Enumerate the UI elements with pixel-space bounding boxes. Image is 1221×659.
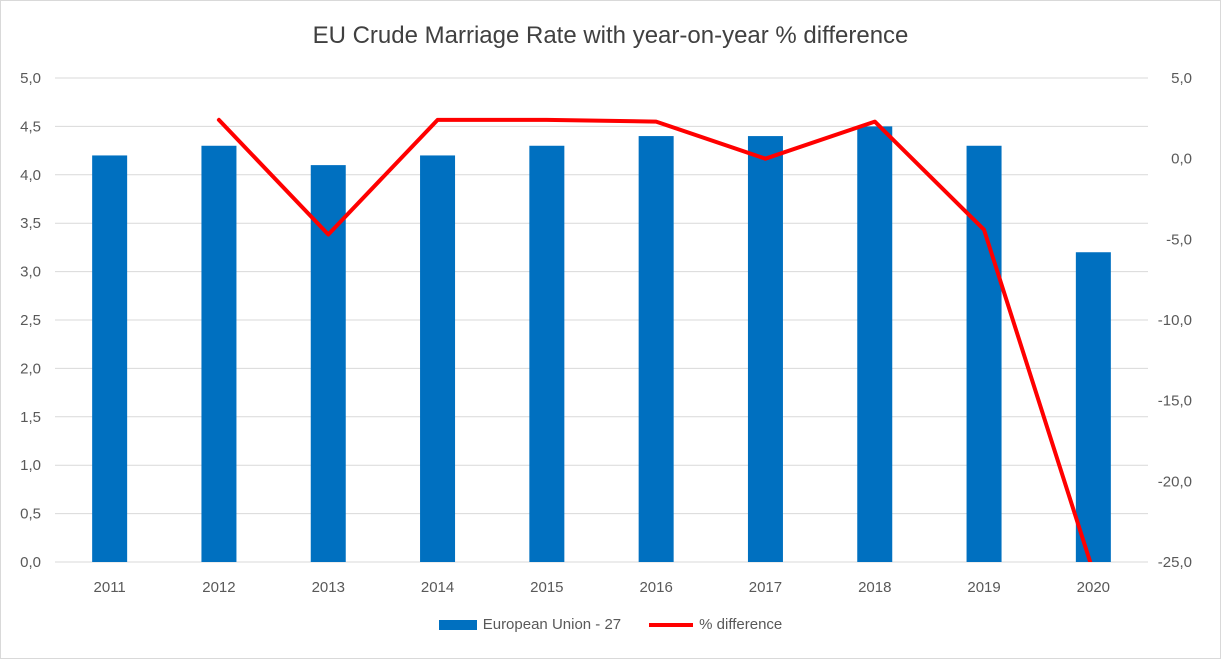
y-left-tick-label: 4,0 xyxy=(20,167,41,184)
y-left-tick-label: 5,0 xyxy=(20,70,41,87)
bar xyxy=(420,155,456,562)
legend-swatch-bars xyxy=(438,619,477,630)
y-left-tick-label: 0,5 xyxy=(20,506,41,523)
y-left-tick-label: 2,5 xyxy=(20,312,41,329)
x-tick-label: 2011 xyxy=(94,579,126,596)
y-left-tick-label: 3,0 xyxy=(20,264,41,281)
bar xyxy=(310,165,346,562)
y-left-tick-label: 1,5 xyxy=(20,409,41,426)
legend-label-line: % difference xyxy=(699,616,783,633)
y-right-tick-label: -20,0 xyxy=(1158,473,1192,490)
x-tick-label: 2017 xyxy=(749,579,782,596)
x-tick-label: 2020 xyxy=(1077,579,1110,596)
legend-item-line: % difference xyxy=(649,616,782,633)
y-left-tick-label: 2,0 xyxy=(20,360,41,377)
y-right-tick-label: 0,0 xyxy=(1171,151,1192,168)
y-left-tick-label: 0,0 xyxy=(20,554,41,571)
x-tick-label: 2018 xyxy=(858,579,891,596)
legend-swatch-line xyxy=(649,622,694,627)
bar xyxy=(201,145,237,562)
bar xyxy=(966,145,1002,562)
y-left-tick-label: 1,0 xyxy=(20,457,41,474)
bar xyxy=(1075,252,1111,563)
x-tick-label: 2019 xyxy=(967,579,1000,596)
bar xyxy=(92,155,128,562)
y-left-tick-label: 3,5 xyxy=(20,215,41,232)
bar xyxy=(638,136,674,562)
y-left-tick-label: 4,5 xyxy=(20,118,41,135)
x-tick-label: 2013 xyxy=(312,579,345,596)
y-right-tick-label: 5,0 xyxy=(1171,70,1192,87)
y-right-tick-label: -10,0 xyxy=(1158,312,1192,329)
y-right-tick-label: -15,0 xyxy=(1158,393,1192,410)
legend-label-bars: European Union - 27 xyxy=(482,616,622,633)
x-tick-label: 2016 xyxy=(639,579,672,596)
series-line-pct-difference xyxy=(216,117,1093,562)
bar xyxy=(857,126,893,563)
y-right-tick-label: -25,0 xyxy=(1158,554,1192,571)
x-tick-label: 2014 xyxy=(421,579,454,596)
bar xyxy=(747,136,783,562)
bar xyxy=(529,145,565,562)
x-tick-label: 2012 xyxy=(202,579,235,596)
legend: European Union - 27 % difference xyxy=(0,616,1221,633)
chart-title: EU Crude Marriage Rate with year-on-year… xyxy=(312,22,909,49)
legend-item-bars: European Union - 27 xyxy=(438,616,622,633)
y-right-tick-label: -5,0 xyxy=(1166,231,1192,248)
x-tick-label: 2015 xyxy=(530,579,563,596)
